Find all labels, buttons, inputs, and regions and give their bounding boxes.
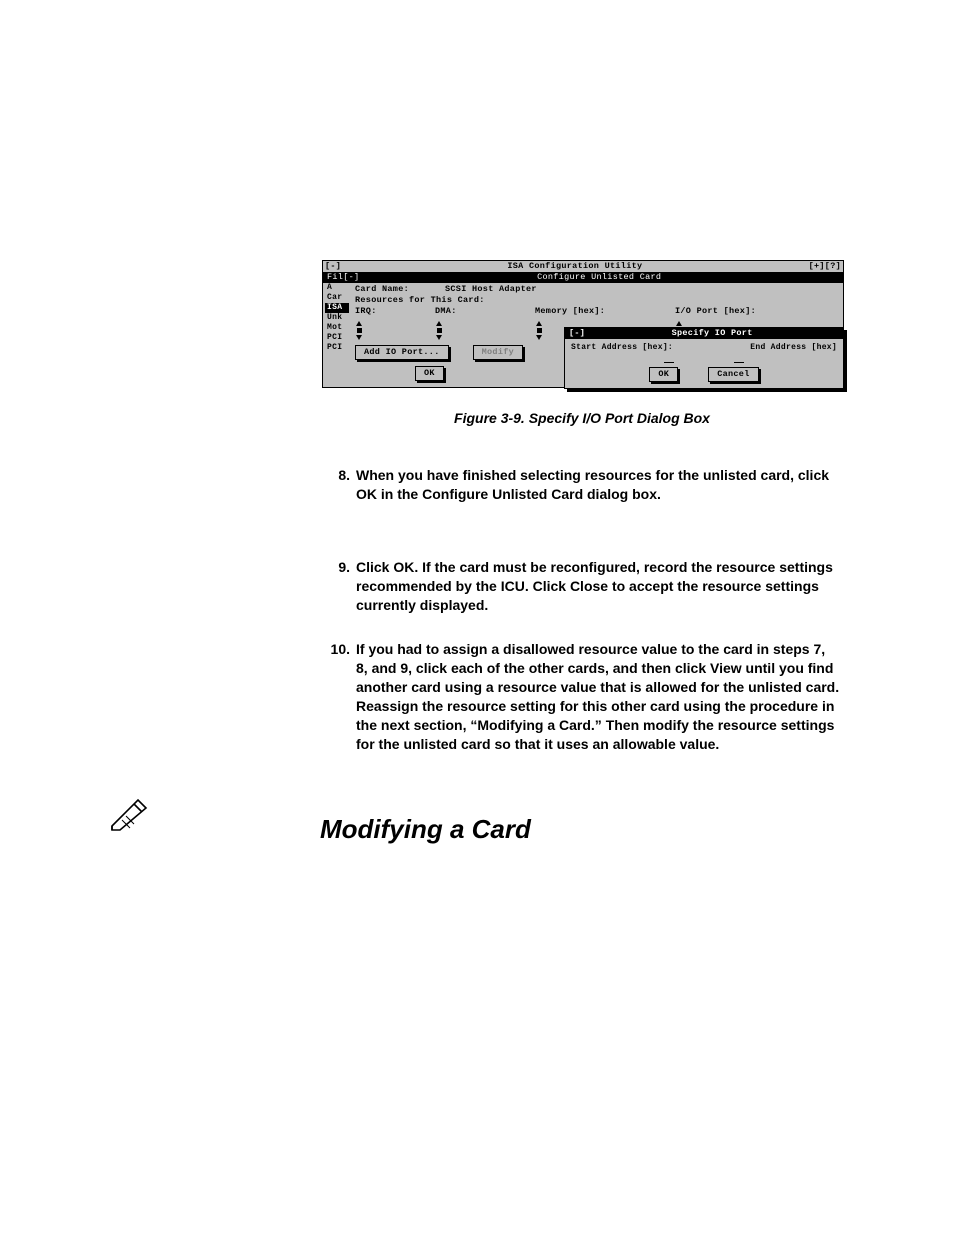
sub-title: Specify IO Port <box>585 328 839 339</box>
down-arrow-icon[interactable] <box>436 335 442 340</box>
side-item-3[interactable]: Unk <box>325 313 349 323</box>
menu-file[interactable]: Fil[-] <box>327 272 359 283</box>
card-name-label: Card Name: <box>355 284 445 295</box>
start-address-label: Start Address [hex]: <box>571 342 673 353</box>
side-item-1[interactable]: Car <box>325 293 349 303</box>
note-icon <box>110 798 150 832</box>
ok-button[interactable]: OK <box>415 366 444 381</box>
sub-ok-button[interactable]: OK <box>649 367 678 382</box>
step-9: 9. Click OK. If the card must be reconfi… <box>320 558 840 615</box>
subtitle: Configure Unlisted Card <box>359 272 839 283</box>
section-heading: Modifying a Card <box>320 814 840 845</box>
end-address-label: End Address [hex] <box>750 342 837 353</box>
col-irq: IRQ: <box>355 306 435 317</box>
titlebar-right[interactable]: [+][?] <box>809 261 841 272</box>
card-name-value: SCSI Host Adapter <box>445 284 537 295</box>
side-item-4[interactable]: Mot <box>325 323 349 333</box>
step-number: 8. <box>320 466 356 504</box>
scroll-thumb-icon[interactable] <box>357 328 362 333</box>
dialog-body: A Car ISA Unk Mot PCI PCI Card Name: SCS… <box>323 283 843 387</box>
down-arrow-icon[interactable] <box>356 335 362 340</box>
titlebar-title: ISA Configuration Utility <box>341 261 808 272</box>
step-10: 10. If you had to assign a disallowed re… <box>320 640 840 753</box>
modify-button[interactable]: Modify <box>473 345 523 360</box>
side-item-6[interactable]: PCI <box>325 343 349 353</box>
side-item-2[interactable]: ISA <box>325 303 349 313</box>
scroll-thumb-icon[interactable] <box>537 328 542 333</box>
sub-close[interactable]: [-] <box>569 328 585 339</box>
up-arrow-icon[interactable] <box>356 321 362 326</box>
step-8: 8. When you have finished selecting reso… <box>320 466 840 504</box>
figure-3-9: [-] ISA Configuration Utility [+][?] Fil… <box>322 260 842 426</box>
side-item-0[interactable]: A <box>325 283 349 293</box>
step-text: If you had to assign a disallowed resour… <box>356 640 840 753</box>
sub-cancel-button[interactable]: Cancel <box>708 367 758 382</box>
start-address-input[interactable] <box>664 355 674 363</box>
dos-window: [-] ISA Configuration Utility [+][?] Fil… <box>322 260 844 388</box>
col-mem: Memory [hex]: <box>535 306 675 317</box>
side-item-5[interactable]: PCI <box>325 333 349 343</box>
figure-caption: Figure 3-9. Specify I/O Port Dialog Box <box>322 410 842 426</box>
resources-label: Resources for This Card: <box>355 295 839 306</box>
up-arrow-icon[interactable] <box>676 321 682 326</box>
dma-scroll[interactable] <box>435 320 443 341</box>
window-titlebar: [-] ISA Configuration Utility [+][?] <box>323 261 843 272</box>
step-number: 9. <box>320 558 356 615</box>
up-arrow-icon[interactable] <box>436 321 442 326</box>
up-arrow-icon[interactable] <box>536 321 542 326</box>
end-address-input[interactable] <box>734 355 744 363</box>
step-text: Click OK. If the card must be reconfigur… <box>356 558 840 615</box>
add-io-port-button[interactable]: Add IO Port... <box>355 345 449 360</box>
mem-scroll[interactable] <box>535 320 543 341</box>
card-side-list[interactable]: A Car ISA Unk Mot PCI PCI <box>325 283 349 353</box>
step-text: When you have finished selecting resourc… <box>356 466 840 504</box>
specify-io-port-dialog: [-] Specify IO Port Start Address [hex]:… <box>564 327 844 389</box>
window-subtitle-bar: Fil[-] Configure Unlisted Card <box>323 272 843 283</box>
step-number: 10. <box>320 640 356 753</box>
col-dma: DMA: <box>435 306 535 317</box>
titlebar-close[interactable]: [-] <box>325 261 341 272</box>
irq-scroll[interactable] <box>355 320 363 341</box>
steps-block: 8. When you have finished selecting reso… <box>320 466 840 845</box>
down-arrow-icon[interactable] <box>536 335 542 340</box>
col-io: I/O Port [hex]: <box>675 306 839 317</box>
scroll-thumb-icon[interactable] <box>437 328 442 333</box>
